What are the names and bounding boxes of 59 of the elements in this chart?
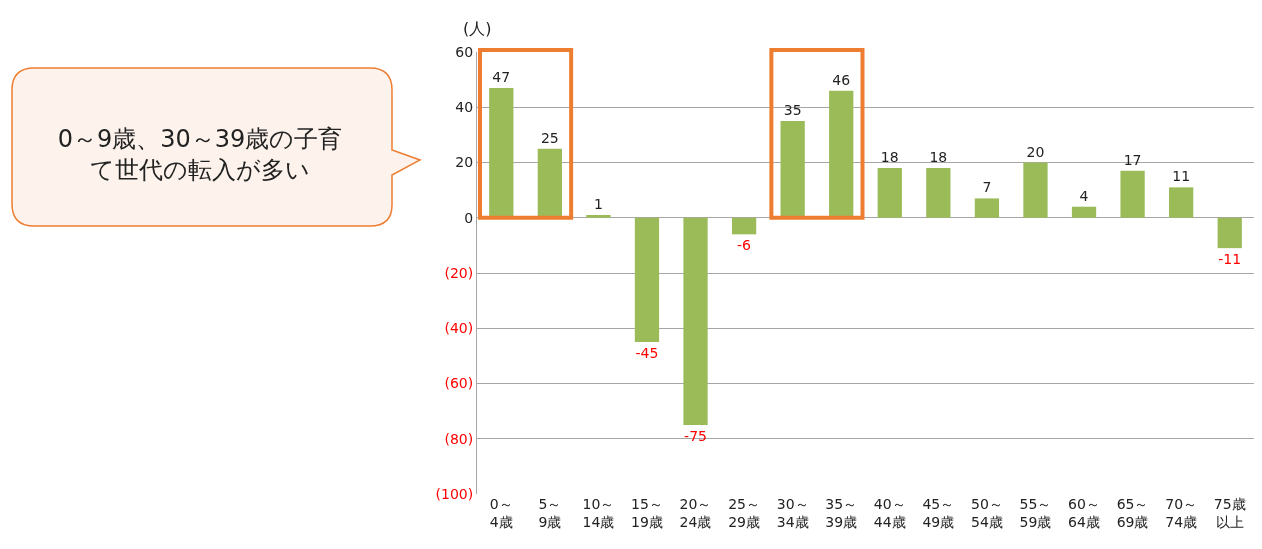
- data-label: -75: [684, 427, 707, 444]
- bar: [829, 90, 854, 218]
- bar: [489, 87, 514, 218]
- x-tick-label: 50～54歳: [971, 496, 1003, 531]
- x-tick-label: 5～9歳: [538, 496, 562, 531]
- data-label: 7: [982, 179, 992, 196]
- data-label: 17: [1123, 151, 1142, 168]
- y-tick-label: (40): [444, 320, 474, 337]
- data-label: -6: [737, 237, 752, 254]
- bar: [586, 214, 611, 218]
- x-tick-label: 75歳以上: [1213, 496, 1246, 531]
- data-label: 18: [880, 149, 899, 166]
- y-tick-label: 40: [455, 99, 474, 116]
- x-tick-label: 65～69歳: [1116, 496, 1149, 531]
- bar: [1169, 187, 1194, 218]
- x-tick-label: 40～44歳: [873, 496, 906, 531]
- data-label: 18: [929, 149, 948, 166]
- data-label: -45: [635, 345, 659, 362]
- y-tick-label: (60): [444, 375, 474, 392]
- x-tick-label: 70～74歳: [1165, 496, 1198, 531]
- bar: [926, 168, 951, 218]
- data-label: 35: [783, 102, 802, 119]
- bar: [974, 198, 1000, 218]
- y-tick-label: 60: [455, 43, 474, 60]
- x-tick-label: 0～4歳: [489, 496, 513, 531]
- data-label: 25: [540, 129, 559, 146]
- bar: [634, 217, 660, 343]
- x-tick-label: 15～19歳: [631, 496, 663, 531]
- x-tick-label: 25～29歳: [728, 496, 760, 531]
- x-tick-label: 45～49歳: [922, 496, 955, 531]
- x-tick-label: 10～14歳: [582, 496, 615, 531]
- bar: [537, 148, 562, 218]
- bar: [1120, 170, 1145, 218]
- y-tick-label: (100): [435, 485, 474, 502]
- data-label: -11: [1218, 251, 1242, 268]
- x-tick-label: 20～24歳: [679, 496, 712, 531]
- bar: [780, 121, 805, 218]
- y-tick-label: 0: [464, 209, 474, 226]
- bar: [877, 168, 902, 218]
- data-label: 46: [832, 71, 851, 88]
- y-tick-label: 20: [455, 154, 474, 171]
- bar: [1217, 217, 1242, 249]
- x-tick-label: 30～34歳: [776, 496, 809, 531]
- x-tick-label: 35～39歳: [825, 496, 858, 531]
- bar: [683, 217, 708, 425]
- bar: [1023, 162, 1048, 218]
- text: 0～9歳、30～39歳の子育て世代の転入が多い: [56, 123, 344, 186]
- x-tick-label: 60～64歳: [1068, 496, 1100, 531]
- bar: [731, 217, 757, 235]
- data-label: 11: [1172, 168, 1191, 185]
- x-tick-label: 55～59歳: [1019, 496, 1052, 531]
- data-label: 1: [593, 195, 603, 212]
- y-tick-label: (20): [444, 264, 474, 281]
- data-label: 4: [1079, 187, 1089, 204]
- bar: [1071, 206, 1097, 218]
- y-axis-title: (人): [463, 19, 492, 38]
- data-label: 20: [1026, 143, 1045, 160]
- y-tick-label: (80): [444, 430, 474, 447]
- data-label: 47: [492, 68, 511, 85]
